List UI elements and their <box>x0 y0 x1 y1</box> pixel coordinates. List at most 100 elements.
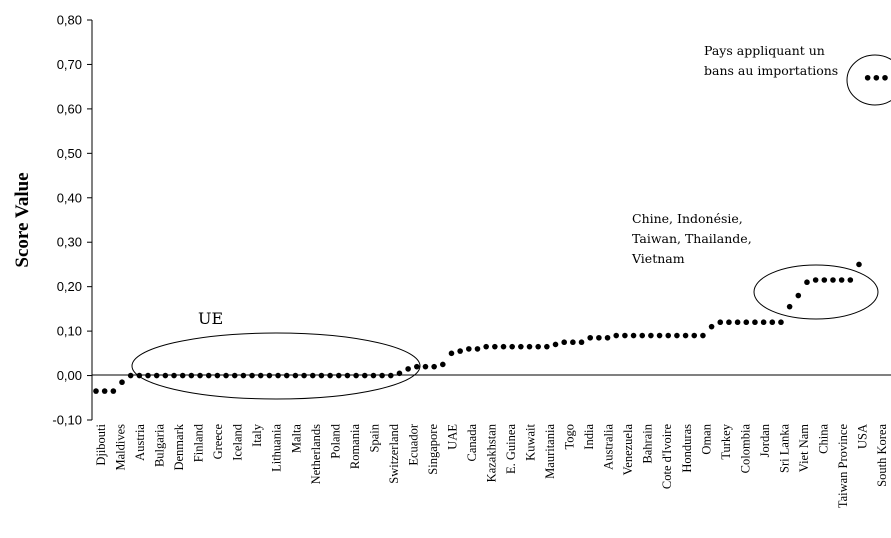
data-point <box>882 74 888 81</box>
data-point <box>544 343 550 350</box>
x-tick-label: Canada <box>465 424 479 462</box>
data-point <box>223 372 229 379</box>
data-point <box>700 332 706 339</box>
data-point <box>492 343 498 350</box>
x-tick-label: Honduras <box>680 424 694 473</box>
annotation-ue: UE <box>131 309 421 400</box>
data-point <box>93 388 99 394</box>
x-tick-label: Kuwait <box>524 423 538 460</box>
data-point <box>379 372 385 379</box>
data-point <box>474 346 481 352</box>
data-point <box>847 277 854 283</box>
y-tick-label: -0,10 <box>52 413 82 428</box>
asia-label-line-1: Chine, Indonésie, <box>632 211 743 226</box>
data-point <box>630 332 637 339</box>
x-tick-label: Greece <box>211 424 225 460</box>
data-point <box>231 372 238 379</box>
data-point <box>387 372 394 379</box>
x-tick-label: Netherlands <box>309 424 323 485</box>
data-point <box>509 343 515 350</box>
data-point <box>743 319 750 326</box>
x-tick-label: USA <box>855 424 869 449</box>
x-tick-label: Spain <box>367 423 381 452</box>
x-tick-label: Viet Nam <box>797 424 811 472</box>
x-tick-label: China <box>816 424 830 454</box>
data-point <box>726 319 732 326</box>
x-tick-label: Colombia <box>738 424 752 474</box>
data-point <box>153 372 160 379</box>
data-point <box>197 372 203 379</box>
x-tick-label: South Korea <box>875 424 889 487</box>
data-points <box>93 74 888 394</box>
data-point <box>396 370 403 377</box>
data-point <box>249 372 255 379</box>
data-point <box>613 332 620 339</box>
data-point <box>162 372 169 379</box>
data-point <box>786 303 793 310</box>
data-point <box>518 343 524 350</box>
x-tick-label: Bahrain <box>641 423 655 463</box>
data-point <box>648 332 654 339</box>
data-point <box>292 372 299 379</box>
data-point <box>127 372 134 379</box>
data-point <box>275 372 281 379</box>
data-point <box>682 332 689 339</box>
data-point <box>335 372 342 379</box>
x-tick-label: Kazakhstan <box>485 423 499 482</box>
y-tick-label: 0,20 <box>57 279 82 294</box>
annotation-ban: Pays appliquant un bans au importations <box>704 43 891 106</box>
data-point <box>717 319 724 326</box>
data-point <box>405 366 411 372</box>
data-point <box>656 332 663 339</box>
data-point <box>466 346 472 352</box>
data-point <box>570 339 576 346</box>
data-point <box>691 332 698 339</box>
x-tick-label: UAE <box>445 424 459 450</box>
data-point <box>483 343 489 350</box>
ue-label: UE <box>198 309 223 328</box>
y-tick-label: 0,40 <box>57 190 82 205</box>
data-point <box>101 388 108 394</box>
data-point <box>873 74 880 81</box>
annotation-asia: Chine, Indonésie, Taiwan, Thailande, Vie… <box>631 211 879 320</box>
x-tick-label: India <box>582 424 596 450</box>
x-tick-label: Lithuania <box>270 424 284 472</box>
data-point <box>283 372 290 379</box>
x-tick-label: Ecuador <box>406 423 420 465</box>
data-point <box>708 323 715 330</box>
data-point <box>344 372 351 379</box>
x-tick-label: Bulgaria <box>153 424 167 467</box>
asia-label-line-3: Vietnam <box>631 251 685 266</box>
data-point <box>769 319 776 326</box>
x-tick-label: Djibouti <box>94 423 108 465</box>
data-point <box>578 339 585 346</box>
y-tick-label: 0,60 <box>57 101 82 116</box>
data-point <box>526 343 533 350</box>
data-point <box>353 372 359 379</box>
x-tick-label: Australia <box>602 424 616 470</box>
data-point <box>535 343 541 350</box>
data-point <box>674 332 680 339</box>
data-point <box>422 363 429 370</box>
data-point <box>812 277 819 283</box>
x-tick-label: Oman <box>699 423 713 454</box>
x-tick-label: Turkey <box>719 423 733 459</box>
x-tick-label: Togo <box>563 424 577 450</box>
data-point <box>110 388 117 394</box>
x-tick-label: Austria <box>133 424 147 461</box>
x-axis: Djibouti Maldives Austria Bulgaria Denmark Fi… <box>92 374 891 508</box>
data-point <box>361 372 368 379</box>
x-ticks: Djibouti Maldives Austria Bulgaria Denmark Fi… <box>94 423 889 508</box>
x-tick-label: Finland <box>192 423 206 462</box>
data-point <box>856 261 862 268</box>
data-point <box>821 277 828 283</box>
x-tick-label: Malta <box>289 424 303 454</box>
data-point <box>778 319 784 326</box>
data-point <box>188 372 195 379</box>
ban-ellipse <box>846 54 891 106</box>
y-axis-title: Score Value <box>12 172 33 267</box>
data-point <box>205 372 212 379</box>
ue-ellipse <box>131 332 421 400</box>
data-point <box>457 348 463 354</box>
